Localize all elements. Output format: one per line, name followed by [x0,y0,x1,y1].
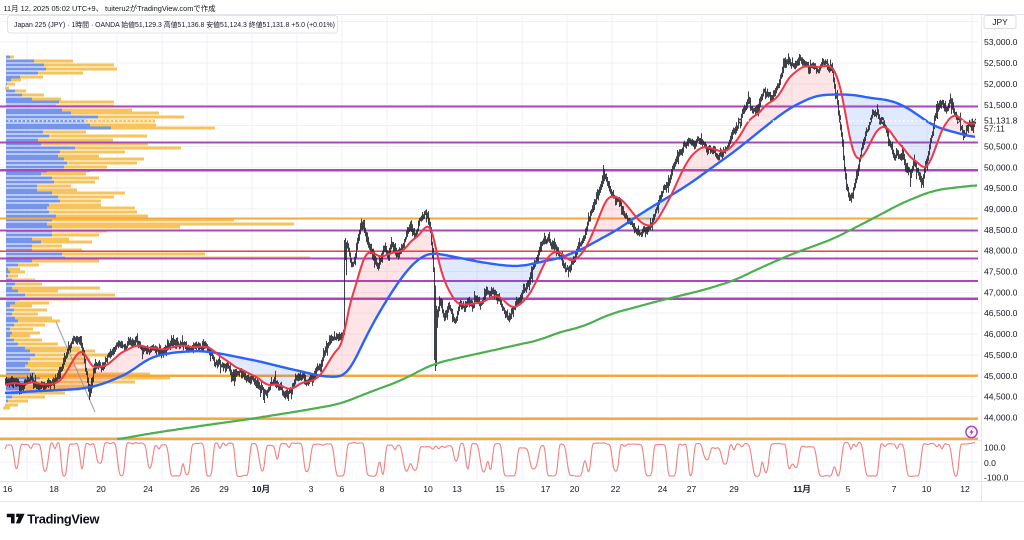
svg-text:53,000.0: 53,000.0 [984,37,1018,47]
svg-text:7: 7 [892,484,897,494]
svg-text:29: 29 [219,484,229,494]
svg-text:44,000.0: 44,000.0 [984,413,1018,423]
svg-text:-100.0: -100.0 [984,473,1009,483]
svg-text:11月: 11月 [793,484,811,494]
svg-text:50,500.0: 50,500.0 [984,141,1018,151]
svg-text:50,000.0: 50,000.0 [984,162,1018,172]
svg-text:15: 15 [495,484,505,494]
svg-text:10月: 10月 [252,484,270,494]
svg-text:16: 16 [3,484,13,494]
svg-text:TradingView: TradingView [27,512,99,527]
svg-text:26: 26 [190,484,200,494]
svg-text:18: 18 [49,484,59,494]
svg-text:20: 20 [96,484,106,494]
svg-text:49,500.0: 49,500.0 [984,183,1018,193]
svg-text:49,000.0: 49,000.0 [984,204,1018,214]
svg-text:5: 5 [846,484,851,494]
svg-text:22: 22 [611,484,621,494]
svg-text:8: 8 [380,484,385,494]
svg-text:45,500.0: 45,500.0 [984,350,1018,360]
svg-text:47,000.0: 47,000.0 [984,287,1018,297]
svg-text:10: 10 [423,484,433,494]
svg-text:3: 3 [309,484,314,494]
svg-text:47,500.0: 47,500.0 [984,267,1018,277]
svg-text:12: 12 [960,484,970,494]
svg-text:52,500.0: 52,500.0 [984,58,1018,68]
svg-text:46,500.0: 46,500.0 [984,308,1018,318]
svg-text:51,131.8: 51,131.8 [984,116,1018,126]
svg-text:17: 17 [541,484,551,494]
svg-text:Japan 225 (JPY) · 1時間 · OANDA: Japan 225 (JPY) · 1時間 · OANDA 始値51,129.3… [14,20,335,29]
svg-text:24: 24 [143,484,153,494]
svg-text:44,500.0: 44,500.0 [984,392,1018,402]
svg-text:48,500.0: 48,500.0 [984,225,1018,235]
svg-text:27: 27 [687,484,697,494]
svg-text:46,000.0: 46,000.0 [984,329,1018,339]
svg-text:10: 10 [922,484,932,494]
svg-text:100.0: 100.0 [984,443,1006,453]
svg-text:51,500.0: 51,500.0 [984,100,1018,110]
svg-text:24: 24 [658,484,668,494]
svg-text:57:11: 57:11 [984,124,1005,134]
svg-text:6: 6 [340,484,345,494]
svg-text:45,000.0: 45,000.0 [984,371,1018,381]
svg-text:0.0: 0.0 [984,458,996,468]
svg-text:13: 13 [452,484,462,494]
svg-text:11月 12, 2025 05:02 UTC+9、 tuit: 11月 12, 2025 05:02 UTC+9、 tuiteru2がTradi… [4,4,217,13]
svg-text:JPY: JPY [992,17,1008,27]
svg-text:20: 20 [570,484,580,494]
svg-text:48,000.0: 48,000.0 [984,246,1018,256]
svg-text:52,000.0: 52,000.0 [984,79,1018,89]
svg-text:29: 29 [729,484,739,494]
